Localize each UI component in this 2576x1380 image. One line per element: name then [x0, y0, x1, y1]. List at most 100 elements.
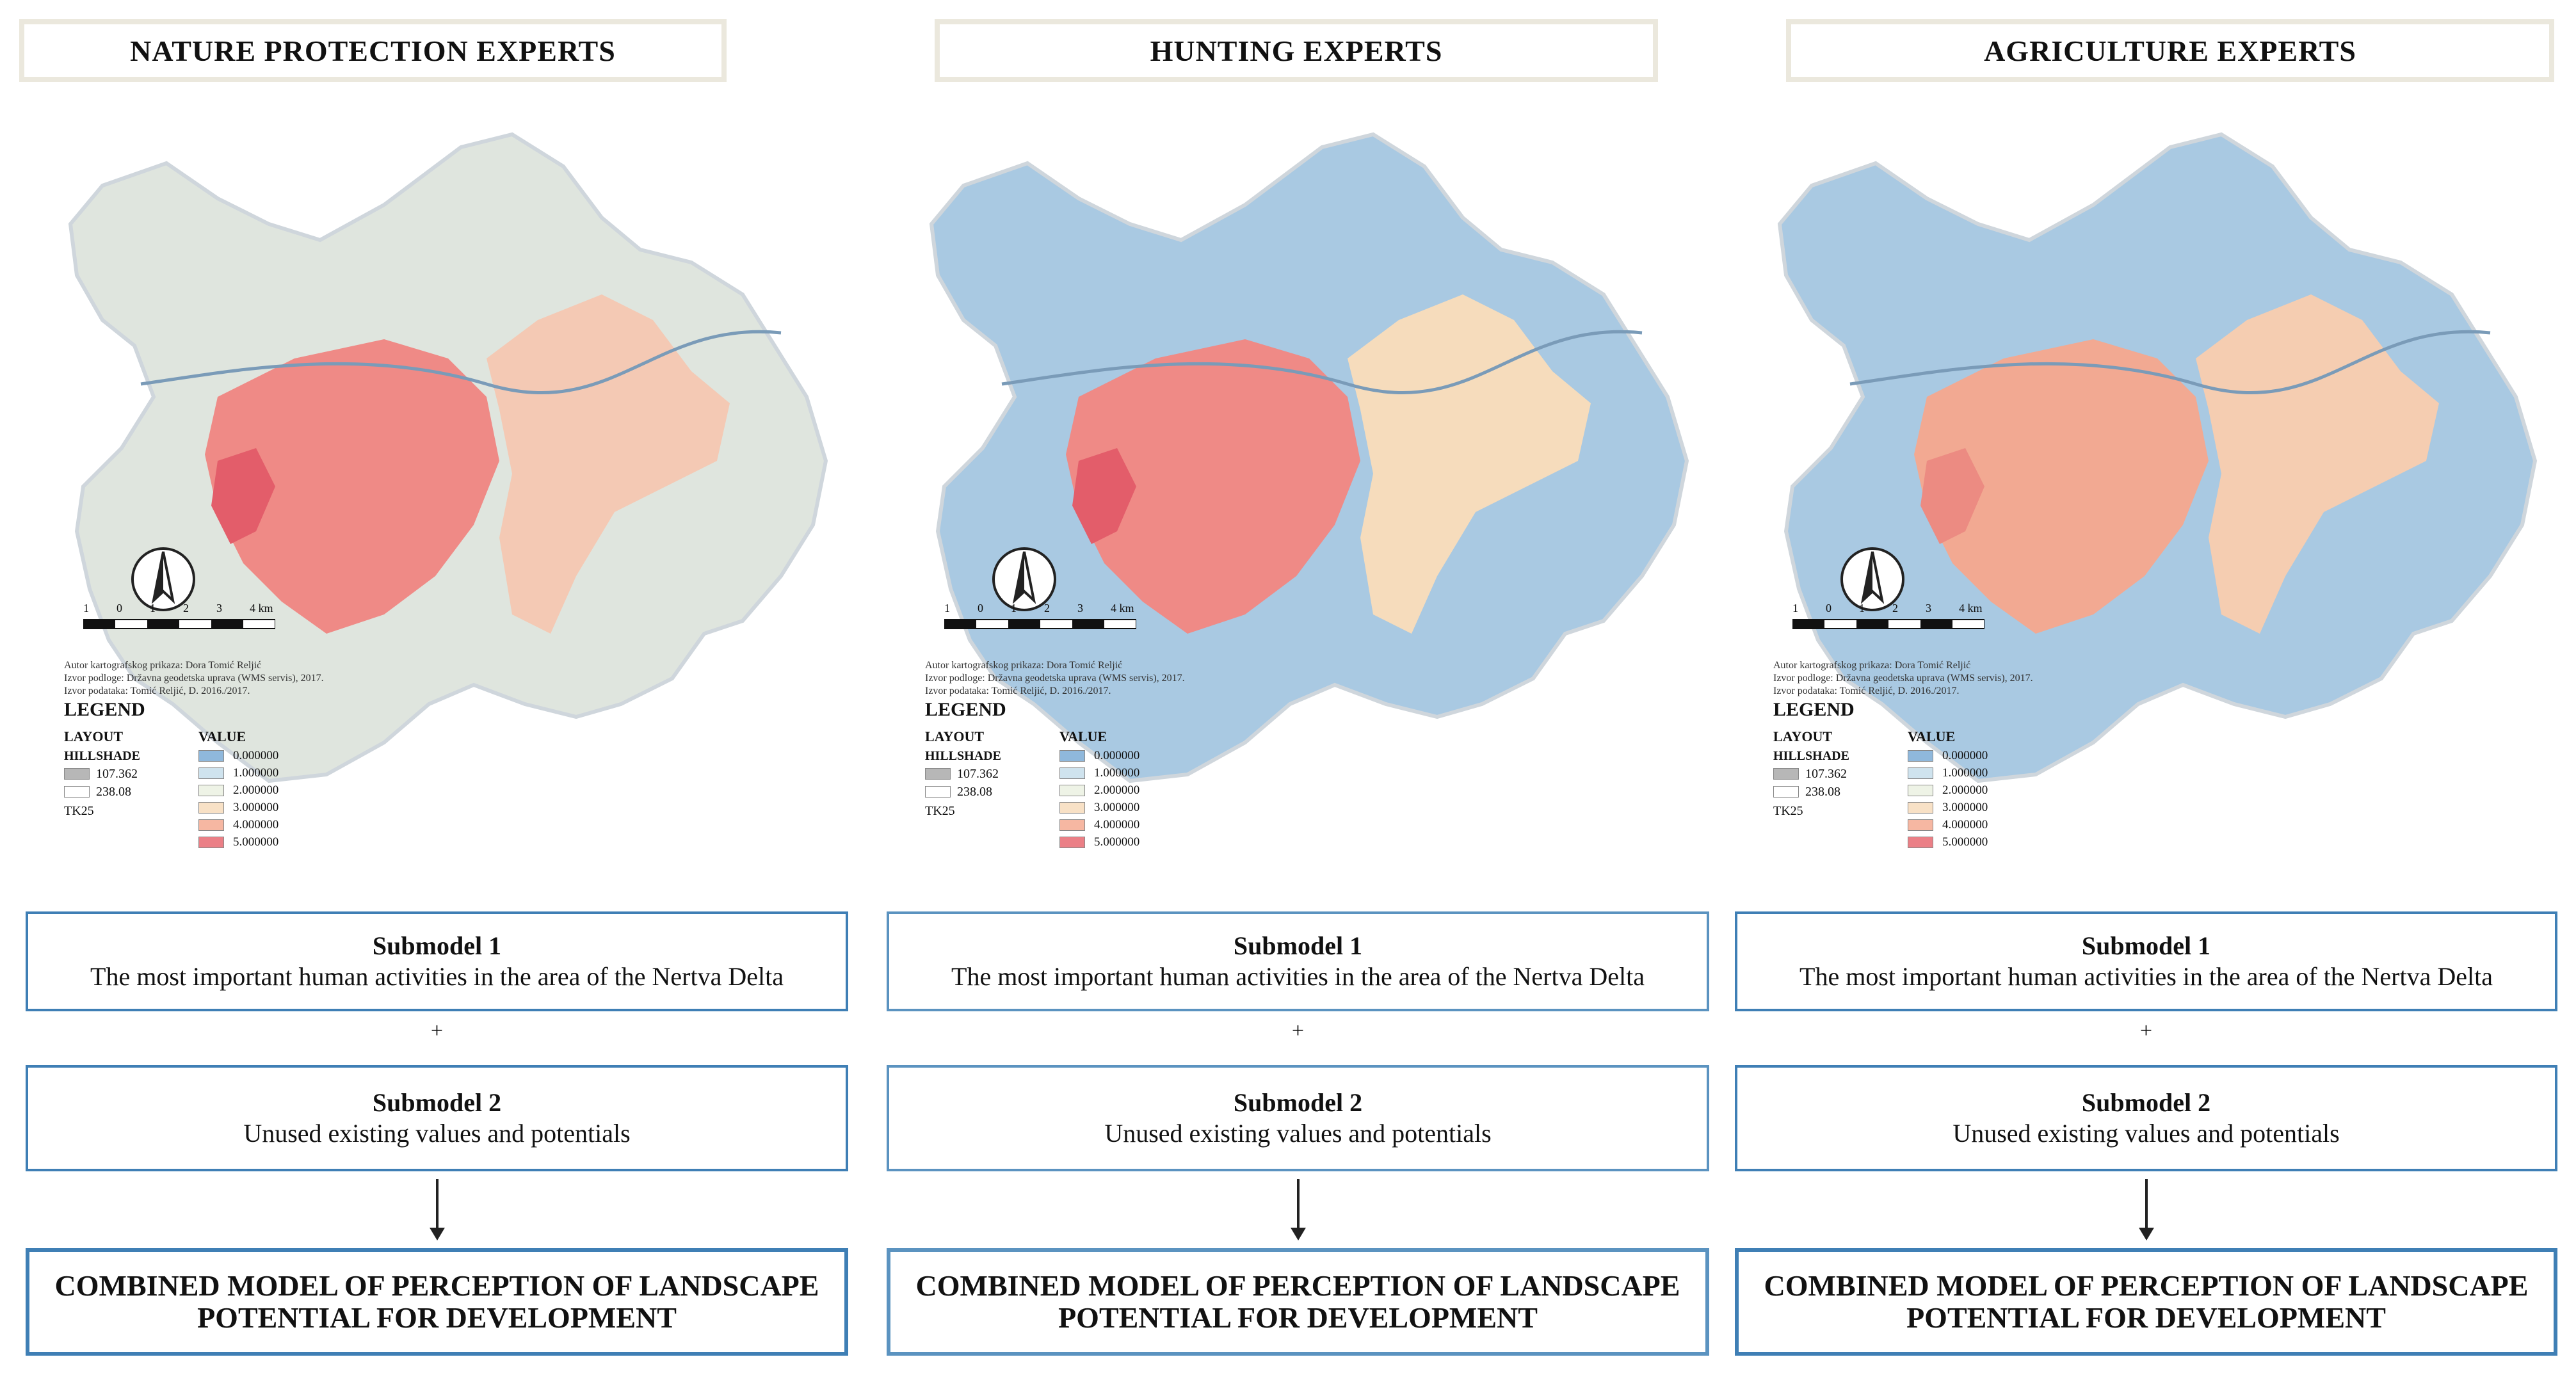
legend-hillshade-label: HILLSHADE	[925, 749, 1001, 763]
down-arrow-icon	[2138, 1179, 2154, 1240]
legend-value-label: 2.000000	[1942, 783, 1988, 797]
legend-value-swatch	[1908, 767, 1933, 779]
peak-value-zone	[1072, 448, 1136, 544]
legend-value-label: 0.000000	[1942, 749, 1988, 762]
expert-column-3: AGRICULTURE EXPERTS 1 0 1 2 3 4 km	[1735, 0, 2576, 1380]
credit-line: Autor kartografskog prikaza: Dora Tomić …	[925, 660, 1123, 671]
expert-column-2: HUNTING EXPERTS 1 0 1 2 3 4 km	[887, 0, 1732, 1380]
legend-value-swatch	[1908, 785, 1933, 796]
legend-layout-label: LAYOUT	[1773, 728, 1833, 744]
landscape-map	[26, 128, 871, 871]
river-line	[1001, 330, 1643, 395]
legend-value-label: 3.000000	[1094, 801, 1140, 814]
legend-layout-label: LAYOUT	[925, 728, 985, 744]
legend-value-swatch	[198, 837, 224, 848]
legend-value-label: VALUE	[1059, 728, 1107, 744]
credit-line: Izvor podloge: Državna geodetska uprava …	[925, 673, 1185, 684]
legend-value-swatch	[198, 819, 224, 831]
legend-value-label: 4.000000	[233, 818, 279, 831]
scale-tick-label: 0	[978, 602, 983, 614]
legend-title: LEGEND	[925, 699, 1006, 720]
legend-value-label: 5.000000	[1942, 835, 1988, 849]
scale-bar-graphic	[83, 619, 275, 629]
combined-line-2: POTENTIAL FOR DEVELOPMENT	[197, 1301, 677, 1334]
combined-line-2: POTENTIAL FOR DEVELOPMENT	[1906, 1301, 2386, 1334]
expert-column-1: NATURE PROTECTION EXPERTS 1 0 1 2 3 4 km	[19, 0, 871, 1380]
submodel-1-text: The most important human activities in t…	[90, 962, 784, 991]
submodel-2-box: Submodel 2 Unused existing values and po…	[26, 1065, 848, 1171]
legend-value-swatch	[1059, 837, 1085, 848]
legend-title: LEGEND	[1773, 699, 1855, 720]
legend-hillshade-label: HILLSHADE	[1773, 749, 1849, 763]
scale-tick-label: 4 km	[1959, 602, 1983, 614]
credit-line: Izvor podloge: Državna geodetska uprava …	[64, 673, 324, 684]
submodel-1-text: The most important human activities in t…	[951, 962, 1645, 991]
submodel-2-title: Submodel 2	[2081, 1088, 2211, 1117]
scale-bar: 1 0 1 2 3 4 km	[944, 602, 1136, 640]
legend-value-swatch	[1908, 819, 1933, 831]
river-line	[1849, 330, 2491, 395]
legend-value-label: 1.000000	[1942, 766, 1988, 780]
submodel-2-box: Submodel 2 Unused existing values and po…	[1735, 1065, 2557, 1171]
scale-tick-label: 3	[1077, 602, 1083, 614]
scale-tick-label: 1	[1859, 602, 1865, 614]
hillshade-low-value: 238.08	[957, 785, 992, 799]
legend-value-label: 4.000000	[1094, 818, 1140, 831]
scale-bar-graphic	[1792, 619, 1984, 629]
legend-value-swatch	[1059, 785, 1085, 796]
credit-line: Izvor podataka: Tomić Reljić, D. 2016./2…	[1773, 686, 1960, 696]
submodel-1-box: Submodel 1 The most important human acti…	[887, 911, 1709, 1011]
submodel-2-title: Submodel 2	[1233, 1088, 1363, 1117]
legend-value-swatch	[1059, 767, 1085, 779]
legend-value-swatch	[1059, 819, 1085, 831]
legend-value-label: 2.000000	[233, 783, 279, 797]
scale-bar: 1 0 1 2 3 4 km	[1792, 602, 1984, 640]
submodel-2-title: Submodel 2	[372, 1088, 502, 1117]
scale-tick-label: 1	[944, 602, 950, 614]
hillshade-high-value: 107.362	[1805, 767, 1847, 781]
submodel-2-text: Unused existing values and potentials	[1952, 1119, 2340, 1148]
credit-line: Autor kartografskog prikaza: Dora Tomić …	[64, 660, 262, 671]
legend-value-label: VALUE	[1908, 728, 1956, 744]
map-credits: Autor kartografskog prikaza: Dora Tomić …	[925, 659, 1185, 698]
combined-line-1: COMBINED MODEL OF PERCEPTION OF LANDSCAP…	[1764, 1269, 2529, 1302]
legend-value-swatch	[1059, 750, 1085, 762]
combined-line-1: COMBINED MODEL OF PERCEPTION OF LANDSCAP…	[915, 1269, 1680, 1302]
legend-layout-label: LAYOUT	[64, 728, 124, 744]
scale-tick-label: 2	[183, 602, 189, 614]
legend-value-swatch	[1908, 750, 1933, 762]
legend-value-swatch	[198, 785, 224, 796]
credit-line: Izvor podataka: Tomić Reljić, D. 2016./2…	[64, 686, 250, 696]
scale-tick-label: 1	[1792, 602, 1798, 614]
submodel-1-title: Submodel 1	[2081, 931, 2211, 960]
legend-value-label: 1.000000	[233, 766, 279, 780]
plus-sign: +	[430, 1019, 444, 1043]
submodel-1-box: Submodel 1 The most important human acti…	[26, 911, 848, 1011]
map-credits: Autor kartografskog prikaza: Dora Tomić …	[64, 659, 324, 698]
high-value-zone	[205, 339, 499, 634]
submodel-1-title: Submodel 1	[1233, 931, 1363, 960]
legend-value-label: 4.000000	[1942, 818, 1988, 831]
combined-model-box: COMBINED MODEL OF PERCEPTION OF LANDSCAP…	[26, 1248, 848, 1356]
scale-tick-label: 1	[1011, 602, 1017, 614]
scale-bar-graphic	[944, 619, 1136, 629]
hillshade-low-swatch	[1773, 786, 1799, 798]
high-value-zone	[1914, 339, 2209, 634]
legend-tk-label: TK25	[1773, 804, 1803, 818]
hillshade-high-value: 107.362	[96, 767, 138, 781]
plus-sign: +	[1291, 1019, 1305, 1043]
legend-value-label: 1.000000	[1094, 766, 1140, 780]
legend-value-swatch	[1059, 802, 1085, 814]
submodel-2-box: Submodel 2 Unused existing values and po…	[887, 1065, 1709, 1171]
plus-sign: +	[2139, 1019, 2153, 1043]
high-value-zone	[1066, 339, 1360, 634]
legend-value-label: 3.000000	[1942, 801, 1988, 814]
hillshade-high-swatch	[925, 768, 951, 780]
legend-value-label: 5.000000	[233, 835, 279, 849]
panel-title: AGRICULTURE EXPERTS	[1786, 19, 2554, 82]
scale-tick-label: 1	[83, 602, 89, 614]
landscape-map	[1735, 128, 2576, 871]
legend-value-swatch	[198, 750, 224, 762]
scale-bar: 1 0 1 2 3 4 km	[83, 602, 275, 640]
peak-value-zone	[1920, 448, 1984, 544]
